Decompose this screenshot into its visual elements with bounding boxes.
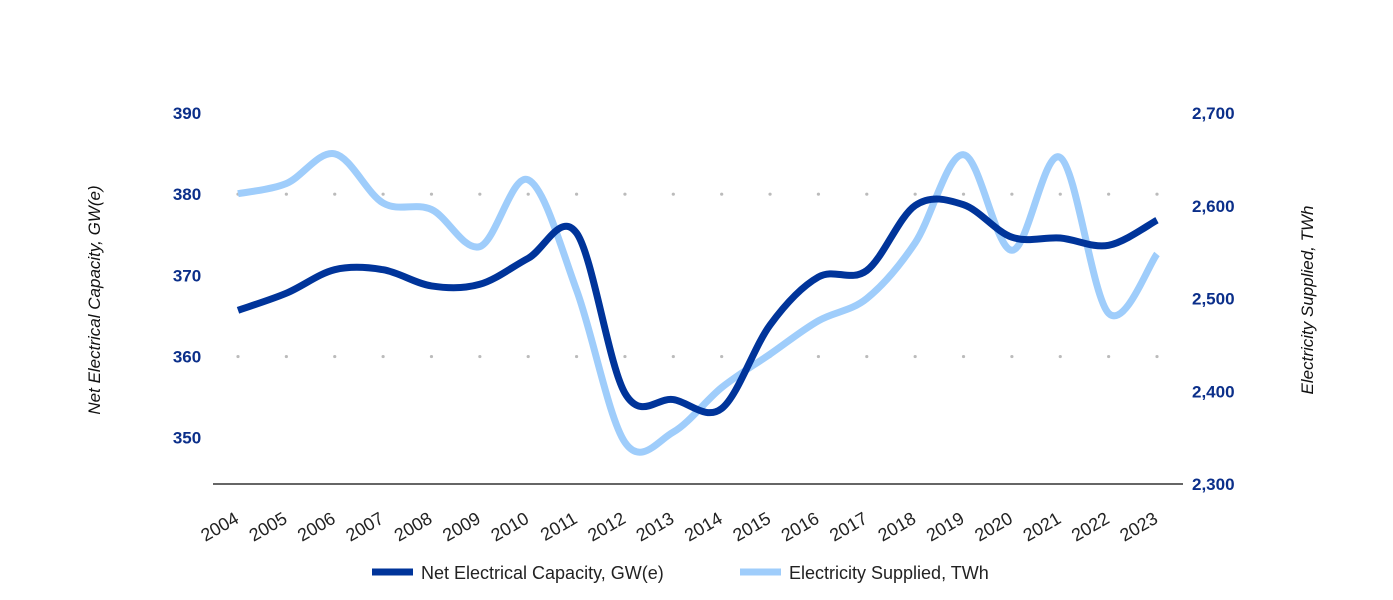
gridline-dot — [720, 192, 724, 196]
gridline-dot — [526, 192, 530, 196]
x-tick-label: 2013 — [633, 508, 678, 545]
x-tick-label: 2010 — [488, 508, 533, 545]
x-tick-label: 2017 — [826, 508, 871, 545]
gridline-dot — [1107, 354, 1111, 359]
x-tick-label: 2009 — [439, 508, 484, 545]
gridline-dot — [1107, 192, 1111, 196]
gridline-dot — [816, 192, 821, 196]
gridline-dot — [1010, 354, 1014, 359]
x-tick-label: 2004 — [197, 508, 242, 545]
left-tick-label: 370 — [173, 266, 201, 285]
gridline-dot — [1155, 192, 1159, 196]
x-tick-label: 2022 — [1068, 508, 1113, 545]
gridline-dot — [333, 192, 337, 196]
series-line-electricity — [237, 150, 1160, 456]
right-tick-label: 2,700 — [1192, 104, 1235, 123]
gridline-dot — [671, 354, 675, 359]
series-lines — [236, 150, 1160, 456]
gridline-dot — [429, 354, 434, 359]
gridline-dot — [865, 192, 869, 196]
gridline-dot — [574, 192, 579, 196]
gridline-dot — [284, 192, 288, 196]
gridline-dot — [623, 354, 627, 359]
gridline-dot — [429, 192, 434, 196]
gridline-dot — [574, 354, 579, 359]
gridline-dot — [1010, 192, 1014, 196]
left-tick-label: 360 — [173, 348, 201, 367]
gridline-dot — [816, 354, 821, 359]
gridline-dot — [720, 354, 724, 359]
left-axis-title: Net Electrical Capacity, GW(e) — [85, 185, 104, 414]
gridline-dot — [768, 192, 772, 196]
gridline-dot — [961, 192, 966, 196]
series-line-capacity — [236, 195, 1159, 417]
left-tick-label: 350 — [173, 429, 201, 448]
left-tick-label: 380 — [173, 185, 201, 204]
gridline-dot — [1155, 354, 1159, 359]
gridline-dot — [526, 354, 530, 359]
gridlines — [236, 192, 1159, 359]
gridline-dot — [623, 192, 627, 196]
right-axis-ticks: 2,700 2,600 2,500 2,400 2,300 — [1192, 104, 1235, 494]
gridline-dot — [913, 192, 917, 196]
x-axis-ticks: 2004 2005 2006 2007 2008 2009 2010 2011 2012 2013… — [197, 508, 1161, 545]
left-tick-label: 390 — [173, 104, 201, 123]
gridline-dot — [961, 354, 966, 359]
x-tick-label: 2018 — [874, 508, 919, 545]
x-tick-label: 2021 — [1020, 508, 1065, 545]
x-tick-label: 2012 — [584, 508, 629, 545]
gridline-dot — [913, 354, 917, 359]
right-tick-label: 2,300 — [1192, 475, 1235, 494]
x-tick-label: 2020 — [971, 508, 1016, 545]
gridline-dot — [671, 192, 675, 196]
gridline-dot — [333, 354, 337, 359]
x-tick-label: 2008 — [391, 508, 436, 545]
gridline-dot — [478, 354, 482, 359]
right-axis-title: Electricity Supplied, TWh — [1298, 206, 1317, 395]
legend-label-electricity: Electricity Supplied, TWh — [789, 563, 989, 583]
right-tick-label: 2,500 — [1192, 290, 1235, 309]
x-tick-label: 2006 — [294, 508, 339, 545]
x-tick-label: 2023 — [1116, 508, 1161, 545]
left-axis-ticks: 390 380 370 360 350 — [173, 104, 201, 448]
gridline-dot — [1058, 354, 1062, 359]
x-tick-label: 2019 — [923, 508, 968, 545]
right-tick-label: 2,400 — [1192, 382, 1235, 401]
gridline-dot — [1058, 192, 1062, 196]
legend-label-capacity: Net Electrical Capacity, GW(e) — [421, 563, 664, 583]
gridline-dot — [478, 192, 482, 196]
gridline-dot — [284, 354, 288, 359]
x-tick-label: 2016 — [778, 508, 823, 545]
right-tick-label: 2,600 — [1192, 197, 1235, 216]
x-tick-label: 2014 — [681, 508, 726, 545]
gridline-dot — [865, 354, 869, 359]
x-tick-label: 2011 — [537, 508, 581, 545]
gridline-dot — [381, 354, 385, 359]
gridline-dot — [381, 192, 385, 196]
x-tick-label: 2007 — [342, 508, 387, 545]
x-tick-label: 2015 — [729, 508, 774, 545]
gridline-dot — [236, 354, 240, 359]
x-tick-label: 2005 — [246, 508, 291, 545]
legend: Net Electrical Capacity, GW(e) Electrici… — [372, 563, 989, 583]
